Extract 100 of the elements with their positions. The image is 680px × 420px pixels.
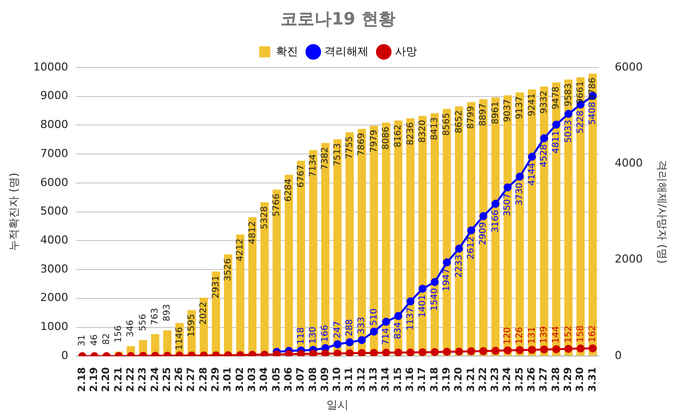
data-label: 2612 (466, 236, 477, 260)
x-tick-label: 3.22 (478, 367, 489, 392)
data-label: 4528 (539, 144, 550, 168)
x-tick-label: 3.18 (429, 367, 440, 392)
y2-tick-label: 0 (614, 348, 622, 362)
data-label: 510 (369, 308, 380, 326)
data-label: 5228 (576, 110, 586, 134)
data-label: 7869 (357, 132, 368, 156)
data-label: 4812 (248, 221, 258, 244)
data-label: 46 (90, 334, 100, 346)
data-label: 9786 (588, 77, 598, 100)
x-tick-label: 2.29 (210, 367, 222, 392)
x-tick-label: 2.24 (150, 367, 161, 392)
x-tick-label: 3.09 (320, 367, 331, 392)
x-tick-label: 3.01 (222, 367, 234, 392)
y2-tick-label: 6000 (614, 60, 643, 74)
data-label: 7382 (320, 146, 331, 170)
data-label: 4144 (527, 162, 538, 186)
x-tick-label: 3.05 (271, 367, 282, 392)
data-label: 8652 (454, 110, 464, 134)
x-tick-label: 3.25 (514, 367, 526, 392)
chart-title: 코로나19 현황 (280, 10, 396, 30)
y-tick-label: 2000 (40, 291, 68, 304)
data-label: 139 (539, 326, 550, 344)
x-tick-label: 2.25 (162, 367, 173, 392)
x-tick-label: 3.26 (526, 367, 538, 392)
data-label: 2022 (199, 302, 210, 325)
data-label: 3730 (515, 182, 526, 206)
data-label: 7513 (332, 143, 343, 166)
data-label: 3507 (502, 193, 513, 216)
data-label: 8320 (418, 120, 428, 143)
data-label: 1137 (406, 307, 416, 330)
data-label: 2931 (211, 276, 222, 298)
y-tick-label: 7000 (40, 146, 68, 160)
data-label: 8086 (381, 126, 392, 150)
y-tick-label: 10000 (33, 60, 68, 74)
data-label: 31 (78, 334, 88, 346)
x-tick-label: 3.16 (405, 367, 416, 392)
x-tick-label: 2.19 (89, 367, 100, 392)
data-label: 1540 (430, 288, 440, 311)
data-label: 9478 (552, 86, 562, 110)
x-tick-label: 3.10 (332, 367, 344, 392)
data-label: 5408 (588, 102, 598, 125)
data-label: 9583 (564, 83, 574, 106)
x-tick-label: 3.30 (575, 367, 586, 392)
x-tick-label: 2.21 (113, 367, 124, 392)
legend-label: 사망 (394, 44, 417, 58)
y-tick-label: 1000 (40, 320, 68, 334)
data-label: 130 (308, 326, 319, 344)
data-label: 346 (126, 320, 136, 338)
data-label: 166 (320, 324, 331, 342)
data-label: 9241 (527, 93, 538, 116)
legend-label: 격리해제 (324, 44, 368, 58)
data-label: 288 (344, 318, 355, 336)
x-tick-label: 2.23 (138, 367, 149, 392)
data-label: 247 (332, 321, 343, 338)
data-label: 126 (515, 326, 526, 344)
y-tick-label: 0 (61, 348, 68, 362)
x-tick-label: 3.13 (368, 367, 380, 392)
data-label: 3166 (490, 210, 501, 233)
data-label: 9037 (502, 99, 513, 122)
x-tick-label: 3.17 (417, 367, 428, 392)
data-label: 6767 (296, 164, 306, 188)
x-tick-label: 3.04 (259, 367, 270, 392)
y2-axis-title: 격리해제/사망자 (명) (656, 160, 669, 264)
x-tick-label: 3.14 (380, 367, 392, 392)
data-label: 162 (588, 325, 598, 342)
data-label: 8565 (442, 112, 452, 136)
data-label: 8236 (406, 122, 416, 146)
y-tick-label: 3000 (40, 262, 68, 276)
x-tick-label: 3.31 (587, 367, 598, 392)
data-label: 7755 (344, 136, 355, 160)
data-label: 9661 (576, 81, 586, 104)
data-label: 1401 (418, 294, 428, 318)
data-label: 152 (564, 326, 574, 343)
x-tick-label: 2.26 (174, 367, 186, 392)
x-tick-label: 3.28 (550, 367, 562, 392)
x-tick-label: 3.27 (538, 367, 550, 392)
x-tick-label: 3.11 (344, 367, 356, 392)
y-axis-title: 누적확진자 (명) (7, 172, 20, 251)
x-tick-label: 3.29 (563, 367, 574, 392)
data-label: 8961 (490, 101, 501, 124)
x-tick-label: 3.21 (466, 367, 477, 392)
y-tick-label: 5000 (40, 204, 68, 218)
x-tick-label: 2.27 (186, 367, 198, 392)
x-tick-label: 2.22 (125, 367, 136, 392)
data-label: 1595 (186, 314, 197, 337)
y-tick-label: 4000 (40, 233, 68, 246)
data-label: 8162 (394, 124, 404, 148)
data-label: 6284 (284, 178, 294, 202)
x-tick-label: 3.08 (308, 367, 319, 392)
data-label: 9137 (515, 96, 526, 120)
data-label: 144 (552, 326, 562, 344)
data-label: 2909 (478, 222, 489, 246)
x-tick-label: 3.23 (490, 367, 502, 392)
data-label: 763 (150, 308, 161, 326)
y-tick-label: 8000 (40, 118, 68, 132)
y-tick-label: 6000 (40, 176, 68, 189)
x-tick-label: 3.12 (356, 367, 368, 392)
data-label: 7134 (308, 154, 319, 178)
